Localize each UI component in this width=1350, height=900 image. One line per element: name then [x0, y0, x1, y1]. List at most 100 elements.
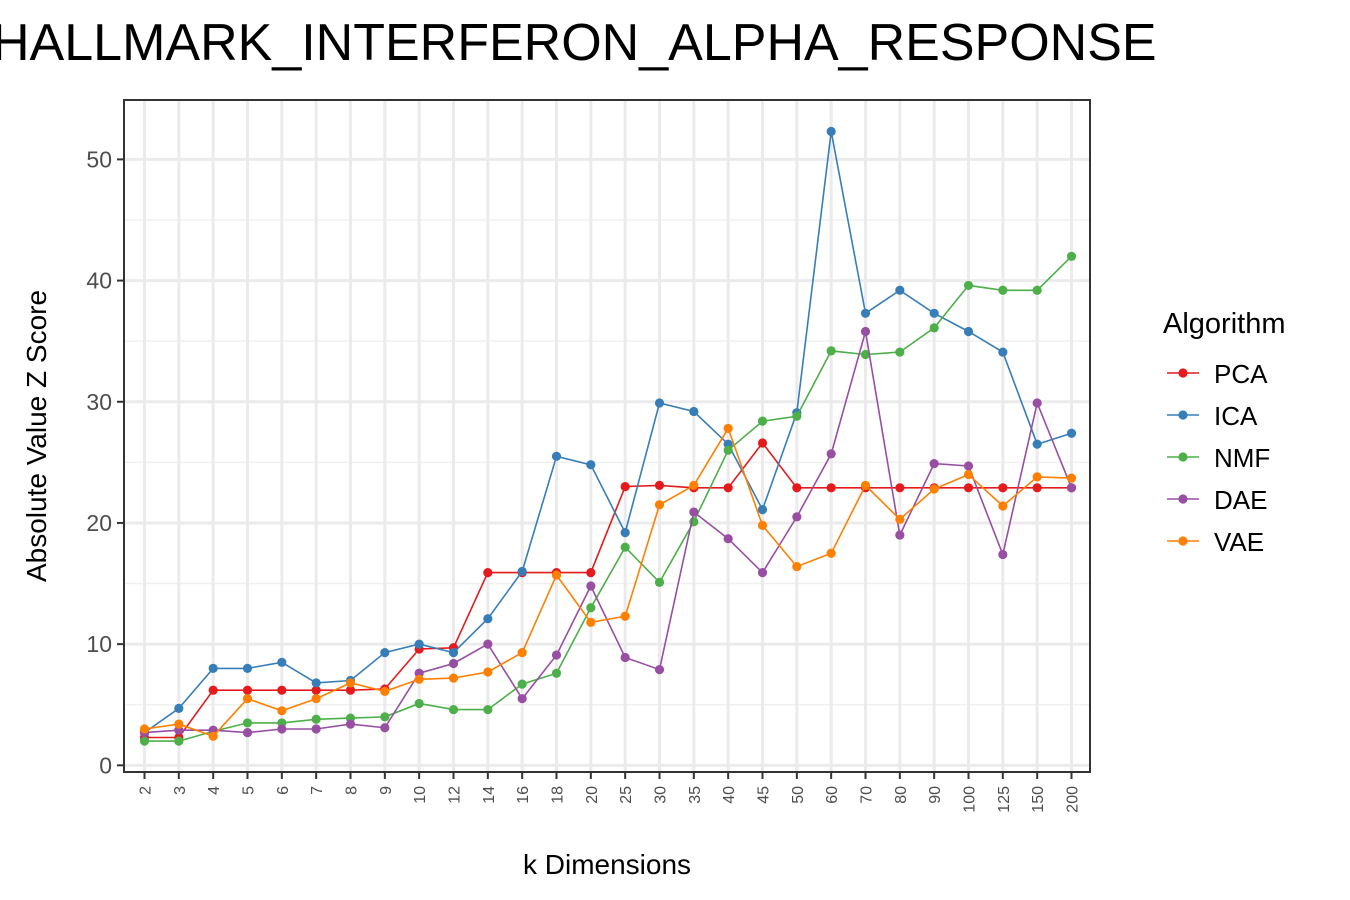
data-point-nmf — [242, 718, 253, 728]
x-tick-label: 25 — [618, 786, 635, 804]
series-vae — [139, 423, 1077, 741]
data-point-vae — [414, 674, 424, 684]
data-point-dae — [620, 652, 630, 663]
legend-label: DAE — [1214, 485, 1267, 515]
legend: Algorithm PCA ICA NMF DAE VAE — [1163, 308, 1286, 557]
data-point-vae — [551, 570, 562, 580]
data-point-vae — [277, 706, 287, 716]
data-point-vae — [586, 617, 596, 627]
data-point-nmf — [826, 346, 836, 356]
series-line-vae — [144, 426, 1072, 738]
data-point-pca — [895, 483, 905, 493]
x-tick-label: 16 — [515, 786, 532, 804]
chart-title: HALLMARK_INTERFERON_ALPHA_RESPONSE — [0, 14, 1157, 72]
data-point-pca — [757, 438, 768, 448]
data-point-vae — [792, 561, 802, 572]
data-point-dae — [895, 530, 905, 540]
series-layer — [139, 126, 1077, 746]
legend-key-point — [1178, 410, 1188, 420]
data-point-nmf — [414, 698, 424, 709]
data-point-ica — [826, 126, 836, 137]
x-tick-label: 14 — [481, 786, 498, 804]
series-ica — [139, 126, 1077, 738]
data-point-vae — [1032, 472, 1042, 482]
data-point-dae — [483, 639, 493, 649]
x-tick-label: 10 — [412, 786, 429, 804]
data-point-dae — [757, 568, 768, 578]
data-point-nmf — [998, 285, 1008, 295]
legend-label: ICA — [1214, 401, 1258, 431]
y-tick-label: 10 — [86, 631, 112, 657]
data-point-ica — [311, 678, 321, 688]
data-point-dae — [242, 728, 253, 738]
y-axis-title: Absolute Value Z Score — [21, 290, 52, 582]
data-point-vae — [860, 480, 871, 490]
data-point-pca — [792, 483, 802, 493]
data-point-ica — [448, 648, 459, 658]
plot-panel-border — [123, 99, 1091, 773]
data-point-vae — [174, 719, 184, 729]
data-point-pca — [654, 480, 665, 490]
data-point-ica — [551, 451, 562, 461]
x-tick-label: 5 — [241, 786, 258, 795]
data-point-vae — [620, 611, 630, 621]
data-point-dae — [1066, 483, 1077, 493]
legend-label: VAE — [1214, 527, 1264, 557]
x-tick-label: 90 — [927, 786, 944, 804]
legend-item-pca: PCA — [1167, 359, 1268, 389]
data-point-pca — [277, 685, 287, 695]
x-tick-label: 30 — [653, 786, 670, 804]
data-point-vae — [689, 480, 699, 490]
data-point-pca — [1032, 483, 1042, 493]
data-point-dae — [654, 664, 665, 675]
legend-key-point — [1178, 536, 1188, 546]
x-tick-label: 3 — [172, 786, 189, 795]
data-point-ica — [483, 614, 493, 624]
data-point-nmf — [448, 704, 459, 715]
data-point-nmf — [174, 736, 184, 746]
data-point-dae — [448, 658, 459, 669]
x-tick-label: 12 — [447, 786, 464, 804]
data-point-ica — [620, 528, 630, 538]
data-point-vae — [654, 500, 665, 510]
x-tick-label: 35 — [687, 786, 704, 804]
data-point-dae — [998, 549, 1008, 560]
data-point-ica — [757, 505, 768, 515]
data-point-nmf — [723, 445, 733, 455]
data-point-dae — [723, 534, 733, 544]
data-point-pca — [242, 685, 253, 695]
legend-item-dae: DAE — [1167, 485, 1267, 515]
data-point-pca — [483, 568, 493, 578]
data-point-nmf — [1032, 285, 1042, 295]
data-point-ica — [380, 648, 390, 658]
x-tick-label: 100 — [962, 786, 979, 813]
legend-label: NMF — [1214, 443, 1270, 473]
data-point-ica — [277, 657, 287, 667]
x-tick-label: 45 — [756, 786, 773, 804]
data-point-dae — [345, 719, 356, 729]
data-point-ica — [1032, 439, 1042, 449]
data-point-dae — [1032, 398, 1042, 408]
legend-key-point — [1178, 452, 1188, 462]
data-point-vae — [929, 484, 939, 494]
data-point-ica — [929, 308, 939, 318]
y-tick-label: 0 — [99, 752, 112, 778]
data-point-vae — [1066, 473, 1077, 483]
grid — [124, 100, 1090, 772]
x-tick-label: 150 — [1030, 786, 1047, 813]
data-point-vae — [483, 667, 493, 677]
data-point-dae — [963, 461, 974, 471]
data-point-nmf — [483, 704, 493, 715]
x-tick-label: 70 — [859, 786, 876, 804]
data-point-pca — [586, 568, 596, 578]
series-line-pca — [144, 441, 1072, 739]
data-point-nmf — [929, 323, 939, 333]
legend-title: Algorithm — [1163, 308, 1286, 340]
legend-item-ica: ICA — [1167, 401, 1258, 431]
data-point-nmf — [860, 349, 871, 360]
x-tick-label: 9 — [378, 786, 395, 795]
data-point-nmf — [586, 603, 596, 613]
data-point-pca — [723, 483, 733, 493]
